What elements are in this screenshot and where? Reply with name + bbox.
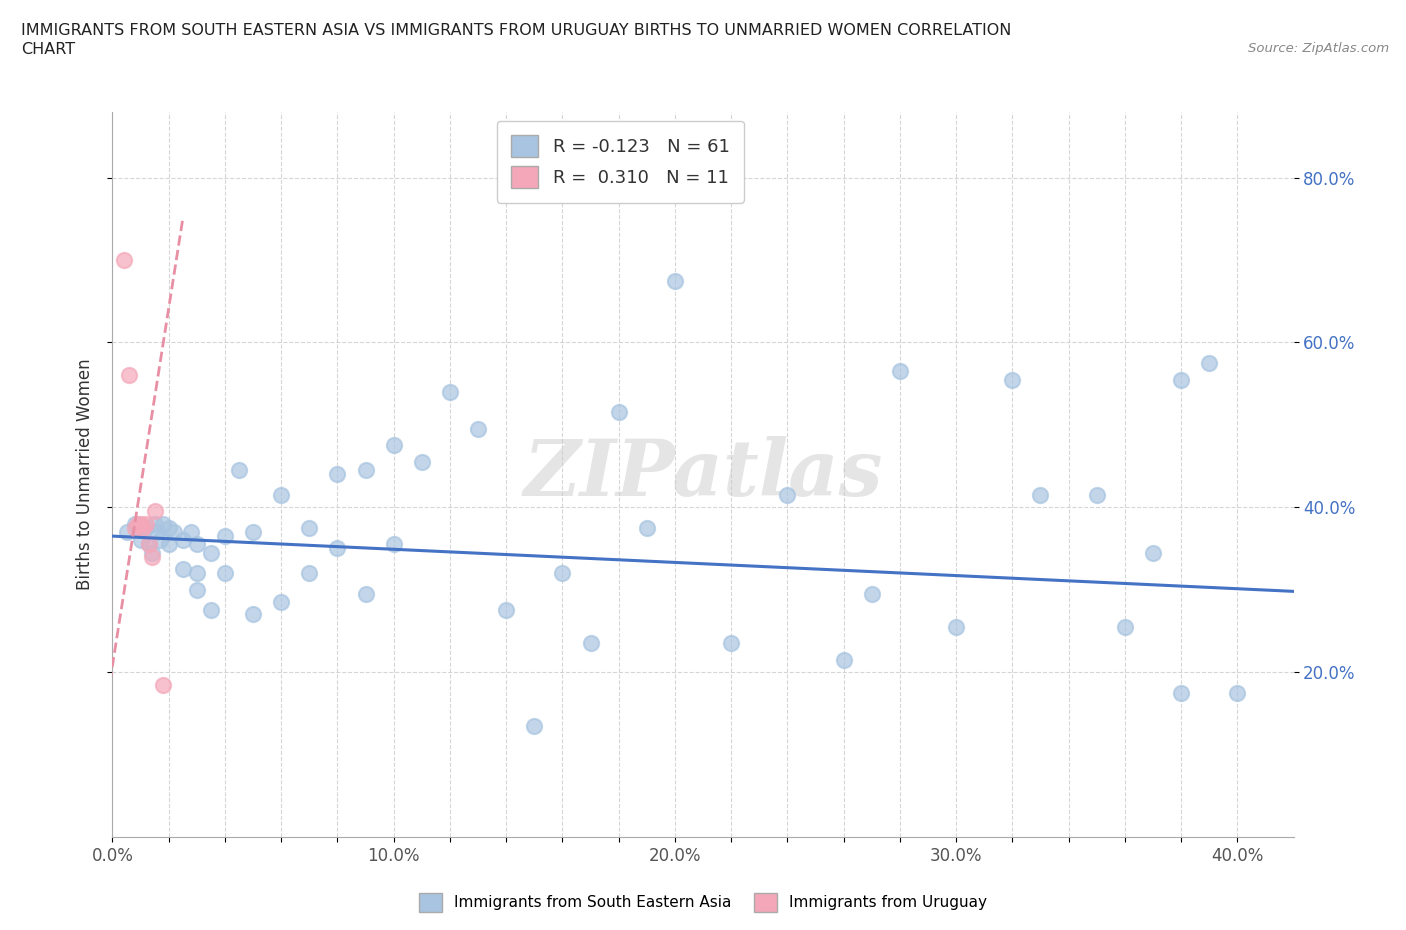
Point — [1226, 685, 1249, 700]
Point — [172, 533, 194, 548]
Point — [186, 582, 208, 597]
Point — [200, 545, 222, 560]
Point — [200, 603, 222, 618]
Point — [495, 603, 517, 618]
Point — [152, 516, 174, 531]
Point — [636, 521, 658, 536]
Point — [1170, 685, 1192, 700]
Point — [146, 525, 169, 539]
Point — [354, 587, 377, 602]
Point — [157, 537, 180, 551]
Point — [551, 565, 574, 580]
Point — [1142, 545, 1164, 560]
Point — [776, 487, 799, 502]
Point — [138, 537, 160, 551]
Point — [143, 504, 166, 519]
Legend: Immigrants from South Eastern Asia, Immigrants from Uruguay: Immigrants from South Eastern Asia, Immi… — [412, 887, 994, 918]
Point — [129, 516, 152, 531]
Point — [1085, 487, 1108, 502]
Point — [228, 463, 250, 478]
Point — [664, 273, 686, 288]
Legend: R = -0.123   N = 61, R =  0.310   N = 11: R = -0.123 N = 61, R = 0.310 N = 11 — [496, 121, 744, 203]
Point — [124, 516, 146, 531]
Point — [138, 537, 160, 551]
Point — [382, 438, 405, 453]
Point — [163, 525, 186, 539]
Text: ZIPatlas: ZIPatlas — [523, 436, 883, 512]
Point — [832, 652, 855, 667]
Point — [270, 594, 292, 609]
Point — [242, 607, 264, 622]
Point — [945, 619, 967, 634]
Point — [186, 565, 208, 580]
Point — [1170, 372, 1192, 387]
Point — [129, 533, 152, 548]
Point — [152, 677, 174, 692]
Point — [124, 521, 146, 536]
Text: CHART: CHART — [21, 42, 75, 57]
Point — [579, 636, 602, 651]
Point — [439, 384, 461, 399]
Point — [242, 525, 264, 539]
Point — [172, 562, 194, 577]
Point — [157, 521, 180, 536]
Point — [180, 525, 202, 539]
Point — [186, 537, 208, 551]
Point — [1198, 355, 1220, 370]
Point — [143, 516, 166, 531]
Point — [298, 521, 321, 536]
Point — [354, 463, 377, 478]
Point — [467, 421, 489, 436]
Point — [214, 565, 236, 580]
Point — [1029, 487, 1052, 502]
Point — [298, 565, 321, 580]
Y-axis label: Births to Unmarried Women: Births to Unmarried Women — [76, 358, 94, 591]
Point — [860, 587, 883, 602]
Point — [326, 541, 349, 556]
Point — [214, 528, 236, 543]
Text: IMMIGRANTS FROM SOUTH EASTERN ASIA VS IMMIGRANTS FROM URUGUAY BIRTHS TO UNMARRIE: IMMIGRANTS FROM SOUTH EASTERN ASIA VS IM… — [21, 23, 1011, 38]
Point — [149, 533, 172, 548]
Point — [141, 545, 163, 560]
Point — [720, 636, 742, 651]
Text: Source: ZipAtlas.com: Source: ZipAtlas.com — [1249, 42, 1389, 55]
Point — [118, 368, 141, 383]
Point — [141, 550, 163, 565]
Point — [115, 525, 138, 539]
Point — [523, 718, 546, 733]
Point — [1001, 372, 1024, 387]
Point — [135, 521, 157, 536]
Point — [132, 521, 155, 536]
Point — [326, 467, 349, 482]
Point — [411, 455, 433, 470]
Point — [1114, 619, 1136, 634]
Point — [135, 516, 157, 531]
Point — [127, 516, 149, 531]
Point — [112, 253, 135, 268]
Point — [607, 405, 630, 420]
Point — [270, 487, 292, 502]
Point — [382, 537, 405, 551]
Point — [889, 364, 911, 379]
